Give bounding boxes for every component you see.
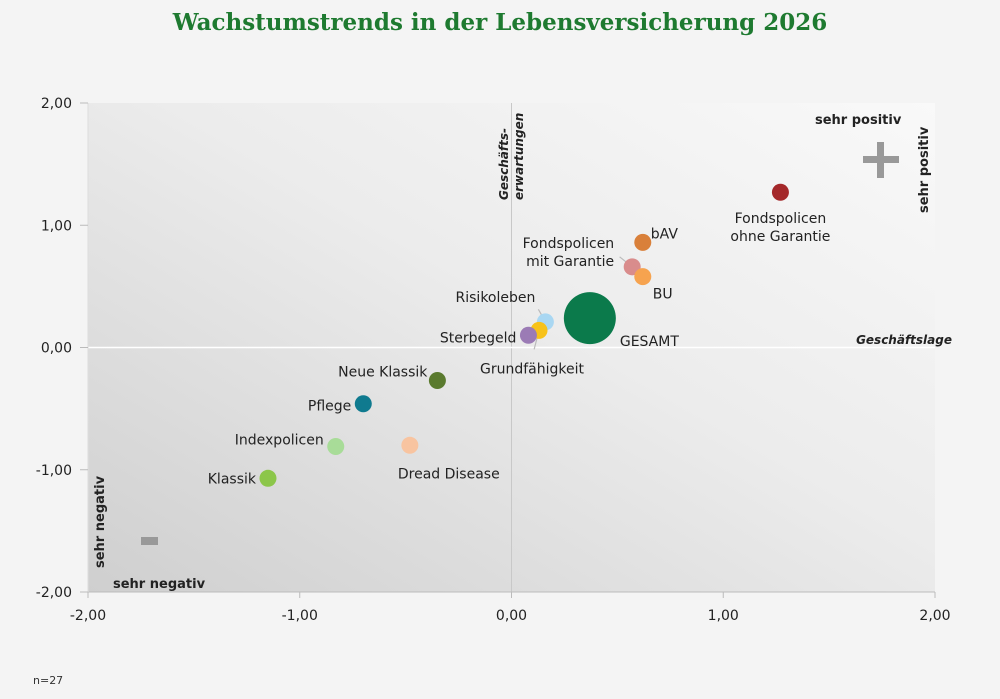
data-label: Indexpolicen — [235, 433, 324, 449]
data-point[interactable] — [354, 395, 372, 413]
data-point-group: Fondspolicen ohne Garantie — [730, 183, 830, 245]
y-tick-label: 2,00 — [41, 96, 72, 112]
y-axis-label: Geschäfts- erwartungen — [497, 113, 526, 200]
data-point-group: GESAMT — [563, 292, 679, 350]
data-point[interactable] — [259, 469, 277, 487]
plus-marker-icon — [863, 142, 899, 178]
data-label: BU — [653, 287, 673, 303]
corner-label-bottom-left: sehr negativ — [113, 577, 206, 592]
corner-label-left-vertical: sehr negativ — [93, 475, 108, 568]
data-point-group: Neue Klassik — [338, 365, 446, 390]
x-tick-label: -1,00 — [282, 608, 318, 624]
data-point-group: bAV — [634, 226, 678, 251]
data-point[interactable] — [634, 268, 652, 286]
x-tick-label: 0,00 — [496, 608, 527, 624]
data-point[interactable] — [519, 326, 537, 344]
data-point[interactable] — [563, 292, 616, 345]
data-label: Fondspolicen ohne Garantie — [730, 211, 830, 245]
data-label: GESAMT — [620, 334, 679, 350]
svg-text:Geschäfts-: Geschäfts- — [497, 128, 511, 200]
data-point[interactable] — [428, 372, 446, 390]
data-point-group: Sterbegeld — [440, 326, 537, 346]
data-point-group: Pflege — [308, 395, 372, 415]
data-point[interactable] — [401, 436, 419, 454]
data-point-group: Fondspolicen mit Garantie — [523, 236, 641, 276]
minus-marker-icon — [141, 537, 158, 545]
chart-title: Wachstumstrends in der Lebensversicherun… — [172, 9, 828, 36]
data-label: Fondspolicen mit Garantie — [523, 236, 615, 270]
corner-label-top-right: sehr positiv — [815, 113, 902, 128]
y-tick-label: -2,00 — [36, 585, 72, 601]
data-point[interactable] — [327, 438, 345, 456]
data-point-group: Dread Disease — [398, 436, 500, 482]
x-axis-label: Geschäftslage — [856, 333, 952, 347]
data-point-group: Indexpolicen — [235, 433, 345, 456]
data-label: Grundfähigkeit — [480, 361, 585, 377]
svg-text:erwartungen: erwartungen — [512, 113, 526, 200]
data-label: bAV — [651, 226, 679, 242]
data-label: Risikoleben — [456, 290, 536, 306]
data-point-group: BU — [634, 268, 673, 303]
y-tick-label: -1,00 — [36, 463, 72, 479]
x-tick-label: 1,00 — [708, 608, 739, 624]
data-point[interactable] — [771, 183, 789, 201]
data-label: Neue Klassik — [338, 365, 428, 381]
x-tick-label: 2,00 — [919, 608, 950, 624]
data-label: Sterbegeld — [440, 330, 517, 346]
corner-label-right-vertical: sehr positiv — [917, 126, 932, 213]
x-tick-label: -2,00 — [70, 608, 106, 624]
data-point-group: Klassik — [208, 469, 277, 487]
data-point[interactable] — [634, 233, 652, 251]
sample-size-note: n=27 — [33, 674, 63, 687]
data-label: Dread Disease — [398, 466, 500, 482]
y-tick-label: 1,00 — [41, 218, 72, 234]
data-label: Pflege — [308, 399, 351, 415]
data-label: Klassik — [208, 471, 257, 487]
y-tick-label: 0,00 — [41, 341, 72, 357]
